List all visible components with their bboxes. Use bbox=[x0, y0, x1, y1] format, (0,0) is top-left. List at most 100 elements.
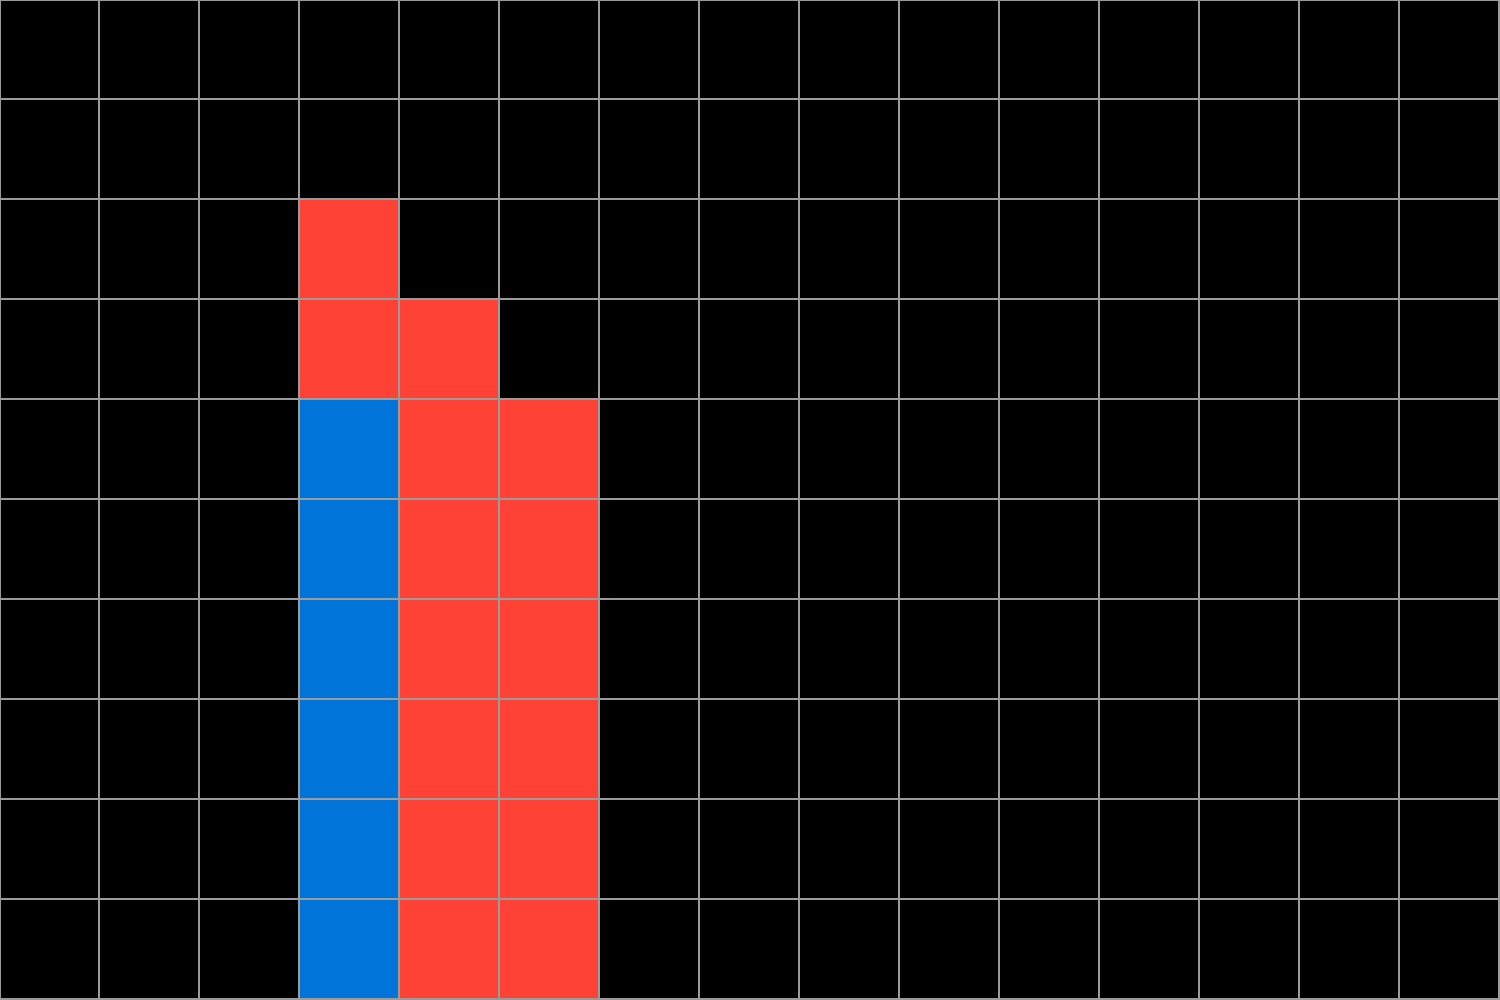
grid-cell-empty[interactable] bbox=[0, 600, 100, 700]
grid-cell-empty[interactable] bbox=[100, 0, 200, 100]
grid-cell-empty[interactable] bbox=[500, 300, 600, 400]
grid-cell-empty[interactable] bbox=[700, 200, 800, 300]
grid-cell-empty[interactable] bbox=[800, 200, 900, 300]
grid-cell-red[interactable] bbox=[500, 800, 600, 900]
grid-cell-empty[interactable] bbox=[1300, 800, 1400, 900]
grid-cell-empty[interactable] bbox=[1400, 600, 1500, 700]
grid-cell-blue[interactable] bbox=[300, 500, 400, 600]
grid-cell-empty[interactable] bbox=[1000, 700, 1100, 800]
grid-cell-empty[interactable] bbox=[1400, 400, 1500, 500]
grid-cell-empty[interactable] bbox=[0, 0, 100, 100]
grid-cell-empty[interactable] bbox=[800, 800, 900, 900]
grid-cell-red[interactable] bbox=[500, 700, 600, 800]
grid-cell-empty[interactable] bbox=[1000, 900, 1100, 1000]
grid-cell-empty[interactable] bbox=[1300, 400, 1400, 500]
grid-cell-empty[interactable] bbox=[200, 100, 300, 200]
grid-cell-red[interactable] bbox=[400, 800, 500, 900]
grid-cell-empty[interactable] bbox=[100, 200, 200, 300]
grid-cell-empty[interactable] bbox=[300, 0, 400, 100]
grid-cell-empty[interactable] bbox=[1200, 900, 1300, 1000]
grid-cell-empty[interactable] bbox=[200, 700, 300, 800]
grid-cell-empty[interactable] bbox=[1400, 700, 1500, 800]
grid-cell-empty[interactable] bbox=[600, 0, 700, 100]
grid-cell-empty[interactable] bbox=[1400, 300, 1500, 400]
grid-cell-empty[interactable] bbox=[0, 300, 100, 400]
grid-cell-empty[interactable] bbox=[1100, 200, 1200, 300]
grid-cell-empty[interactable] bbox=[1200, 800, 1300, 900]
grid-cell-empty[interactable] bbox=[900, 800, 1000, 900]
grid-cell-empty[interactable] bbox=[1100, 900, 1200, 1000]
grid-cell-empty[interactable] bbox=[800, 300, 900, 400]
grid-cell-empty[interactable] bbox=[700, 300, 800, 400]
grid-cell-red[interactable] bbox=[500, 900, 600, 1000]
grid-cell-empty[interactable] bbox=[600, 700, 700, 800]
grid-cell-empty[interactable] bbox=[200, 900, 300, 1000]
grid-cell-empty[interactable] bbox=[600, 900, 700, 1000]
grid-cell-empty[interactable] bbox=[200, 200, 300, 300]
grid-cell-empty[interactable] bbox=[900, 0, 1000, 100]
grid-cell-empty[interactable] bbox=[1400, 800, 1500, 900]
grid-cell-empty[interactable] bbox=[700, 100, 800, 200]
grid-cell-empty[interactable] bbox=[700, 0, 800, 100]
grid-cell-empty[interactable] bbox=[500, 100, 600, 200]
grid-cell-empty[interactable] bbox=[800, 900, 900, 1000]
grid-cell-empty[interactable] bbox=[1200, 300, 1300, 400]
grid-cell-empty[interactable] bbox=[0, 100, 100, 200]
grid-cell-empty[interactable] bbox=[900, 600, 1000, 700]
grid-cell-empty[interactable] bbox=[100, 700, 200, 800]
grid-cell-empty[interactable] bbox=[1400, 100, 1500, 200]
grid-cell-empty[interactable] bbox=[900, 700, 1000, 800]
grid-cell-empty[interactable] bbox=[1400, 500, 1500, 600]
grid-cell-empty[interactable] bbox=[900, 100, 1000, 200]
grid-cell-empty[interactable] bbox=[1000, 500, 1100, 600]
grid-cell-empty[interactable] bbox=[600, 500, 700, 600]
grid-cell-empty[interactable] bbox=[600, 100, 700, 200]
grid-cell-empty[interactable] bbox=[0, 700, 100, 800]
grid-cell-empty[interactable] bbox=[1300, 700, 1400, 800]
grid-cell-empty[interactable] bbox=[0, 200, 100, 300]
grid-cell-red[interactable] bbox=[400, 300, 500, 400]
grid-cell-empty[interactable] bbox=[900, 900, 1000, 1000]
grid-cell-red[interactable] bbox=[400, 500, 500, 600]
grid-cell-empty[interactable] bbox=[800, 700, 900, 800]
grid-cell-empty[interactable] bbox=[1200, 100, 1300, 200]
grid-cell-empty[interactable] bbox=[500, 200, 600, 300]
grid-cell-empty[interactable] bbox=[700, 800, 800, 900]
grid-cell-empty[interactable] bbox=[900, 200, 1000, 300]
grid-cell-empty[interactable] bbox=[1300, 900, 1400, 1000]
grid-cell-empty[interactable] bbox=[800, 500, 900, 600]
grid-cell-red[interactable] bbox=[400, 400, 500, 500]
grid-cell-empty[interactable] bbox=[1200, 600, 1300, 700]
grid-cell-blue[interactable] bbox=[300, 400, 400, 500]
grid-cell-empty[interactable] bbox=[1300, 300, 1400, 400]
grid-cell-empty[interactable] bbox=[1200, 400, 1300, 500]
grid-cell-empty[interactable] bbox=[700, 400, 800, 500]
grid-cell-empty[interactable] bbox=[1000, 0, 1100, 100]
grid-cell-empty[interactable] bbox=[1300, 0, 1400, 100]
grid-cell-empty[interactable] bbox=[1000, 100, 1100, 200]
grid-cell-empty[interactable] bbox=[1300, 200, 1400, 300]
grid-cell-empty[interactable] bbox=[1200, 500, 1300, 600]
grid-cell-empty[interactable] bbox=[1100, 700, 1200, 800]
grid-cell-empty[interactable] bbox=[200, 600, 300, 700]
grid-cell-empty[interactable] bbox=[1000, 800, 1100, 900]
grid-cell-empty[interactable] bbox=[1100, 800, 1200, 900]
grid-cell-empty[interactable] bbox=[200, 500, 300, 600]
grid-cell-blue[interactable] bbox=[300, 900, 400, 1000]
grid-cell-empty[interactable] bbox=[1000, 600, 1100, 700]
grid-cell-empty[interactable] bbox=[0, 400, 100, 500]
grid-cell-empty[interactable] bbox=[600, 200, 700, 300]
grid-cell-empty[interactable] bbox=[700, 700, 800, 800]
grid-cell-empty[interactable] bbox=[800, 400, 900, 500]
grid-cell-red[interactable] bbox=[400, 600, 500, 700]
grid-cell-empty[interactable] bbox=[600, 800, 700, 900]
grid-cell-empty[interactable] bbox=[100, 300, 200, 400]
grid-cell-empty[interactable] bbox=[100, 800, 200, 900]
grid-cell-empty[interactable] bbox=[700, 500, 800, 600]
grid-cell-empty[interactable] bbox=[1100, 600, 1200, 700]
grid-cell-empty[interactable] bbox=[1100, 500, 1200, 600]
grid-cell-empty[interactable] bbox=[100, 600, 200, 700]
grid-cell-empty[interactable] bbox=[1300, 600, 1400, 700]
grid-cell-empty[interactable] bbox=[900, 500, 1000, 600]
grid-cell-empty[interactable] bbox=[1400, 0, 1500, 100]
